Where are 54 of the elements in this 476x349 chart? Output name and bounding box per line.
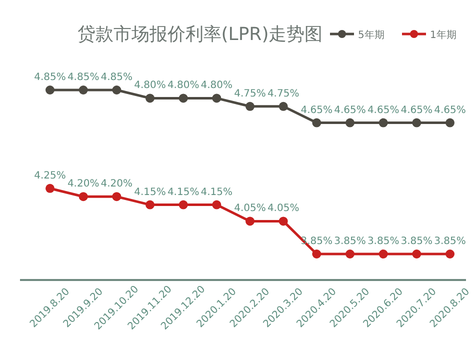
legend-label: 5年期 — [358, 29, 384, 41]
data-label: 4.65% — [434, 104, 466, 116]
data-label: 4.85% — [34, 72, 66, 83]
data-label: 4.85% — [100, 72, 133, 83]
point — [378, 250, 388, 258]
data-label: 4.80% — [167, 80, 200, 92]
point — [46, 86, 54, 94]
point — [178, 200, 188, 210]
point — [446, 118, 454, 128]
point — [412, 250, 422, 258]
data-label: 4.65% — [367, 104, 400, 116]
point — [146, 94, 154, 103]
data-label: 4.75% — [234, 88, 266, 100]
point — [212, 94, 222, 103]
point — [146, 200, 154, 210]
point — [412, 118, 422, 128]
data-label: 4.65% — [400, 104, 433, 116]
data-label: 4.15% — [134, 186, 166, 198]
point — [346, 250, 354, 258]
legend-label: 1年期 — [430, 29, 456, 41]
data-label: 4.80% — [134, 80, 166, 92]
data-label: 4.65% — [300, 104, 333, 116]
point — [378, 118, 388, 128]
data-label: 4.20% — [67, 178, 100, 190]
data-label: 4.20% — [100, 178, 133, 190]
point — [78, 86, 88, 94]
point — [446, 250, 454, 258]
data-label: 4.80% — [200, 80, 233, 92]
data-label: 4.05% — [267, 203, 300, 214]
point — [112, 192, 122, 202]
data-label: 4.85% — [67, 72, 100, 83]
point — [278, 102, 288, 111]
chart-title: 贷款市场报价利率(LPR)走势图 — [77, 24, 323, 45]
data-label: 4.05% — [234, 203, 266, 214]
data-label: 3.85% — [400, 236, 433, 247]
point — [312, 250, 322, 258]
point — [212, 200, 222, 210]
data-label: 4.65% — [334, 104, 366, 116]
point — [78, 192, 88, 202]
point — [46, 184, 54, 193]
data-label: 4.15% — [200, 186, 233, 198]
data-label: 4.75% — [267, 88, 300, 100]
point — [278, 216, 288, 226]
point — [246, 216, 254, 226]
data-label: 4.25% — [34, 170, 66, 182]
data-label: 3.85% — [367, 236, 400, 247]
data-label: 4.15% — [167, 186, 200, 198]
point — [312, 118, 322, 128]
point — [178, 94, 188, 103]
data-label: 3.85% — [434, 236, 466, 247]
point — [112, 86, 122, 94]
data-label: 3.85% — [334, 236, 366, 247]
point — [246, 102, 254, 111]
point — [346, 118, 354, 128]
